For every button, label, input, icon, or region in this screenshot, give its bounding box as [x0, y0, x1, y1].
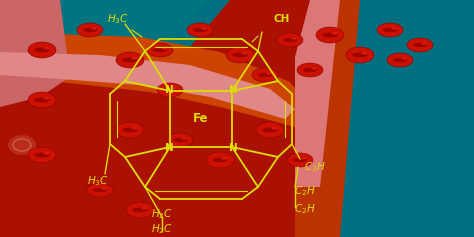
- Ellipse shape: [28, 42, 56, 58]
- Ellipse shape: [122, 58, 138, 62]
- Ellipse shape: [201, 27, 207, 30]
- Ellipse shape: [262, 128, 278, 132]
- Ellipse shape: [221, 157, 227, 160]
- Ellipse shape: [301, 158, 307, 160]
- Text: $H_2C$: $H_2C$: [151, 222, 173, 236]
- Ellipse shape: [413, 43, 427, 47]
- Ellipse shape: [392, 27, 396, 30]
- Ellipse shape: [131, 57, 137, 59]
- Text: $C_3H$: $C_3H$: [304, 160, 326, 174]
- Ellipse shape: [241, 52, 247, 55]
- Ellipse shape: [421, 43, 427, 45]
- Ellipse shape: [28, 92, 56, 108]
- Text: Fe: Fe: [193, 111, 209, 124]
- Ellipse shape: [316, 27, 344, 43]
- Ellipse shape: [93, 188, 107, 192]
- Ellipse shape: [83, 28, 97, 32]
- Ellipse shape: [277, 33, 303, 47]
- Ellipse shape: [181, 137, 186, 140]
- Ellipse shape: [322, 33, 337, 37]
- Ellipse shape: [331, 32, 337, 35]
- Ellipse shape: [126, 202, 154, 218]
- Ellipse shape: [297, 63, 323, 77]
- Ellipse shape: [34, 48, 50, 52]
- Ellipse shape: [212, 158, 228, 162]
- Ellipse shape: [292, 37, 297, 40]
- Text: $C_2H$: $C_2H$: [294, 184, 316, 198]
- Ellipse shape: [258, 73, 272, 77]
- Ellipse shape: [77, 23, 103, 37]
- Ellipse shape: [393, 58, 407, 62]
- Ellipse shape: [44, 152, 49, 155]
- Text: N: N: [164, 85, 173, 95]
- Ellipse shape: [131, 127, 137, 130]
- Ellipse shape: [34, 153, 50, 157]
- Text: N: N: [164, 143, 173, 153]
- Polygon shape: [0, 0, 70, 107]
- Polygon shape: [0, 0, 210, 42]
- Text: CH: CH: [274, 14, 290, 24]
- Ellipse shape: [163, 88, 177, 92]
- Ellipse shape: [283, 38, 297, 42]
- Ellipse shape: [91, 27, 97, 30]
- Text: N: N: [228, 85, 237, 95]
- Ellipse shape: [8, 135, 36, 155]
- Polygon shape: [0, 0, 230, 47]
- Ellipse shape: [87, 183, 113, 197]
- Ellipse shape: [147, 43, 173, 57]
- Ellipse shape: [132, 208, 148, 212]
- Ellipse shape: [116, 122, 144, 138]
- Ellipse shape: [352, 53, 368, 57]
- Ellipse shape: [116, 52, 144, 68]
- Ellipse shape: [252, 68, 278, 82]
- Ellipse shape: [377, 23, 403, 37]
- Ellipse shape: [193, 28, 207, 32]
- Ellipse shape: [272, 127, 277, 130]
- Polygon shape: [295, 0, 474, 237]
- Ellipse shape: [346, 47, 374, 63]
- Ellipse shape: [44, 47, 49, 50]
- Ellipse shape: [311, 68, 317, 70]
- Ellipse shape: [361, 52, 367, 55]
- Text: $H_2C$: $H_2C$: [151, 207, 173, 221]
- Polygon shape: [0, 32, 310, 127]
- Ellipse shape: [387, 53, 413, 67]
- Ellipse shape: [383, 28, 397, 32]
- Ellipse shape: [141, 207, 147, 210]
- Ellipse shape: [187, 23, 213, 37]
- Ellipse shape: [173, 138, 187, 142]
- Ellipse shape: [303, 68, 317, 72]
- Text: $C_2H$: $C_2H$: [294, 202, 316, 216]
- Ellipse shape: [122, 128, 138, 132]
- Ellipse shape: [171, 87, 176, 90]
- Text: $H_3C$: $H_3C$: [107, 12, 129, 26]
- Ellipse shape: [157, 83, 183, 97]
- Ellipse shape: [206, 152, 234, 168]
- Text: $H_3C$: $H_3C$: [87, 174, 109, 188]
- Ellipse shape: [226, 47, 254, 63]
- Ellipse shape: [101, 187, 107, 190]
- Ellipse shape: [256, 122, 284, 138]
- Ellipse shape: [232, 53, 248, 57]
- Text: N: N: [228, 143, 237, 153]
- Ellipse shape: [287, 153, 313, 167]
- Ellipse shape: [44, 97, 49, 100]
- Ellipse shape: [293, 158, 307, 162]
- Ellipse shape: [28, 147, 56, 163]
- Ellipse shape: [34, 98, 50, 102]
- Polygon shape: [295, 0, 340, 187]
- Ellipse shape: [401, 58, 407, 60]
- Ellipse shape: [153, 48, 167, 52]
- Polygon shape: [0, 52, 295, 119]
- Polygon shape: [295, 0, 360, 237]
- Ellipse shape: [161, 48, 166, 50]
- Ellipse shape: [167, 133, 193, 147]
- Ellipse shape: [407, 38, 433, 52]
- Ellipse shape: [266, 73, 272, 75]
